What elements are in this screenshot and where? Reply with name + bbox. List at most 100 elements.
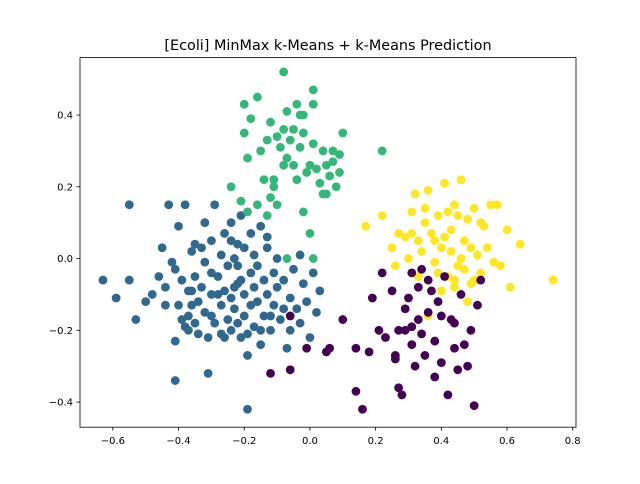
scatter-point-s0-94 [305,333,315,342]
scatter-point-s0-60 [239,243,249,253]
scatter-point-s2-49 [453,211,463,220]
scatter-point-s1-44 [236,196,246,206]
scatter-point-s0-25 [190,239,200,249]
scatter-point-s0-59 [236,333,246,342]
scatter-point-s0-42 [216,300,226,310]
scatter-point-s0-51 [229,254,239,263]
scatter-point-s2-8 [417,246,427,256]
scatter-point-s0-44 [220,229,229,238]
points-layer [98,67,558,414]
scatter-point-s2-44 [476,218,486,228]
scatter-point-s0-100 [190,318,200,328]
scatter-point-s1-53 [377,146,387,156]
scatter-point-s3-29 [427,286,436,296]
scatter-point-s2-54 [407,229,417,238]
scatter-point-s3-39 [456,290,466,299]
scatter-point-s0-112 [226,218,236,228]
scatter-point-s0-75 [259,275,269,285]
scatter-point-s0-22 [187,246,197,256]
scatter-point-s0-106 [256,325,266,335]
scatter-point-s0-107 [206,311,216,321]
scatter-point-s2-39 [440,232,450,242]
scatter-point-s3-28 [423,307,433,317]
scatter-point-s0-97 [315,286,325,296]
scatter-point-s0-109 [184,286,193,296]
scatter-point-s1-40 [259,175,269,185]
scatter-point-s0-24 [187,300,197,310]
scatter-point-s0-72 [252,297,262,307]
scatter-point-s0-93 [302,297,312,307]
scatter-point-s0-68 [249,250,259,260]
scatter-point-s0-37 [206,290,216,299]
scatter-point-s0-87 [285,293,295,303]
scatter-point-s2-25 [473,250,482,260]
scatter-point-s3-49 [436,311,446,321]
scatter-point-s0-49 [226,293,236,303]
scatter-point-s0-81 [269,300,279,310]
scatter-point-s3-44 [473,300,482,310]
scatter-point-s3-18 [397,390,407,400]
plot-area-frame [79,57,577,428]
scatter-point-s0-86 [282,343,292,353]
scatter-point-s0-2 [124,200,134,210]
scatter-point-s0-36 [206,268,216,278]
x-tick-label: −0.2 [232,436,256,447]
scatter-point-s3-35 [443,390,453,400]
scatter-point-s1-28 [325,171,335,181]
scatter-point-s0-77 [262,243,272,253]
scatter-point-s2-42 [463,297,472,307]
scatter-point-s3-23 [410,361,420,371]
scatter-point-s0-35 [206,236,216,246]
scatter-point-s0-21 [184,325,193,335]
scatter-point-s0-88 [289,264,298,274]
scatter-point-s2-47 [446,246,456,256]
scatter-point-s2-26 [476,268,486,278]
scatter-point-s2-20 [456,175,466,185]
scatter-point-s3-6 [338,315,348,324]
scatter-point-s0-96 [312,307,321,317]
y-tick-label: −0.4 [49,398,73,409]
scatter-point-s0-32 [200,257,210,267]
scatter-point-s0-82 [272,254,282,263]
scatter-point-s3-27 [420,351,430,360]
scatter-point-s2-31 [502,225,512,235]
scatter-point-s3-9 [358,404,367,414]
scatter-point-s0-50 [226,325,236,335]
scatter-point-s2-53 [459,264,469,274]
scatter-point-s3-3 [302,343,312,353]
scatter-point-s1-50 [318,189,328,199]
x-axis: −0.6 −0.4 −0.2 0.0 0.2 0.4 0.6 0.8 [101,427,581,447]
scatter-point-s3-12 [374,325,384,335]
scatter-point-s0-29 [197,243,206,253]
scatter-point-s2-6 [410,189,420,199]
scatter-point-s1-15 [275,142,285,152]
scatter-point-s0-65 [246,229,256,238]
scatter-point-s1-45 [262,211,272,220]
scatter-point-s2-30 [496,261,505,271]
scatter-point-s0-3 [124,275,134,285]
scatter-point-s0-101 [203,368,213,378]
scatter-point-s1-41 [252,200,262,210]
scatter-point-s2-11 [427,229,436,238]
scatter-point-s3-33 [436,358,446,368]
scatter-point-s1-52 [282,254,292,263]
scatter-point-s3-53 [390,354,400,364]
scatter-point-s3-32 [433,297,443,307]
scatter-point-s0-20 [184,311,193,321]
scatter-point-s0-28 [193,329,203,339]
scatter-point-s2-1 [377,211,387,220]
scatter-point-s1-37 [279,160,289,170]
scatter-point-s3-30 [430,336,440,346]
scatter-point-s0-73 [256,221,266,231]
scatter-point-s0-38 [210,318,220,328]
scatter-point-s2-48 [436,286,446,296]
scatter-point-s3-34 [440,272,450,281]
scatter-point-s0-1 [111,293,121,303]
scatter-point-s0-78 [262,290,272,299]
scatter-point-s1-51 [226,182,236,192]
chart-title: [Ecoli] MinMax k-Means + k-Means Predict… [164,38,491,54]
scatter-point-s0-41 [216,250,226,260]
scatter-point-s0-103 [266,311,275,321]
